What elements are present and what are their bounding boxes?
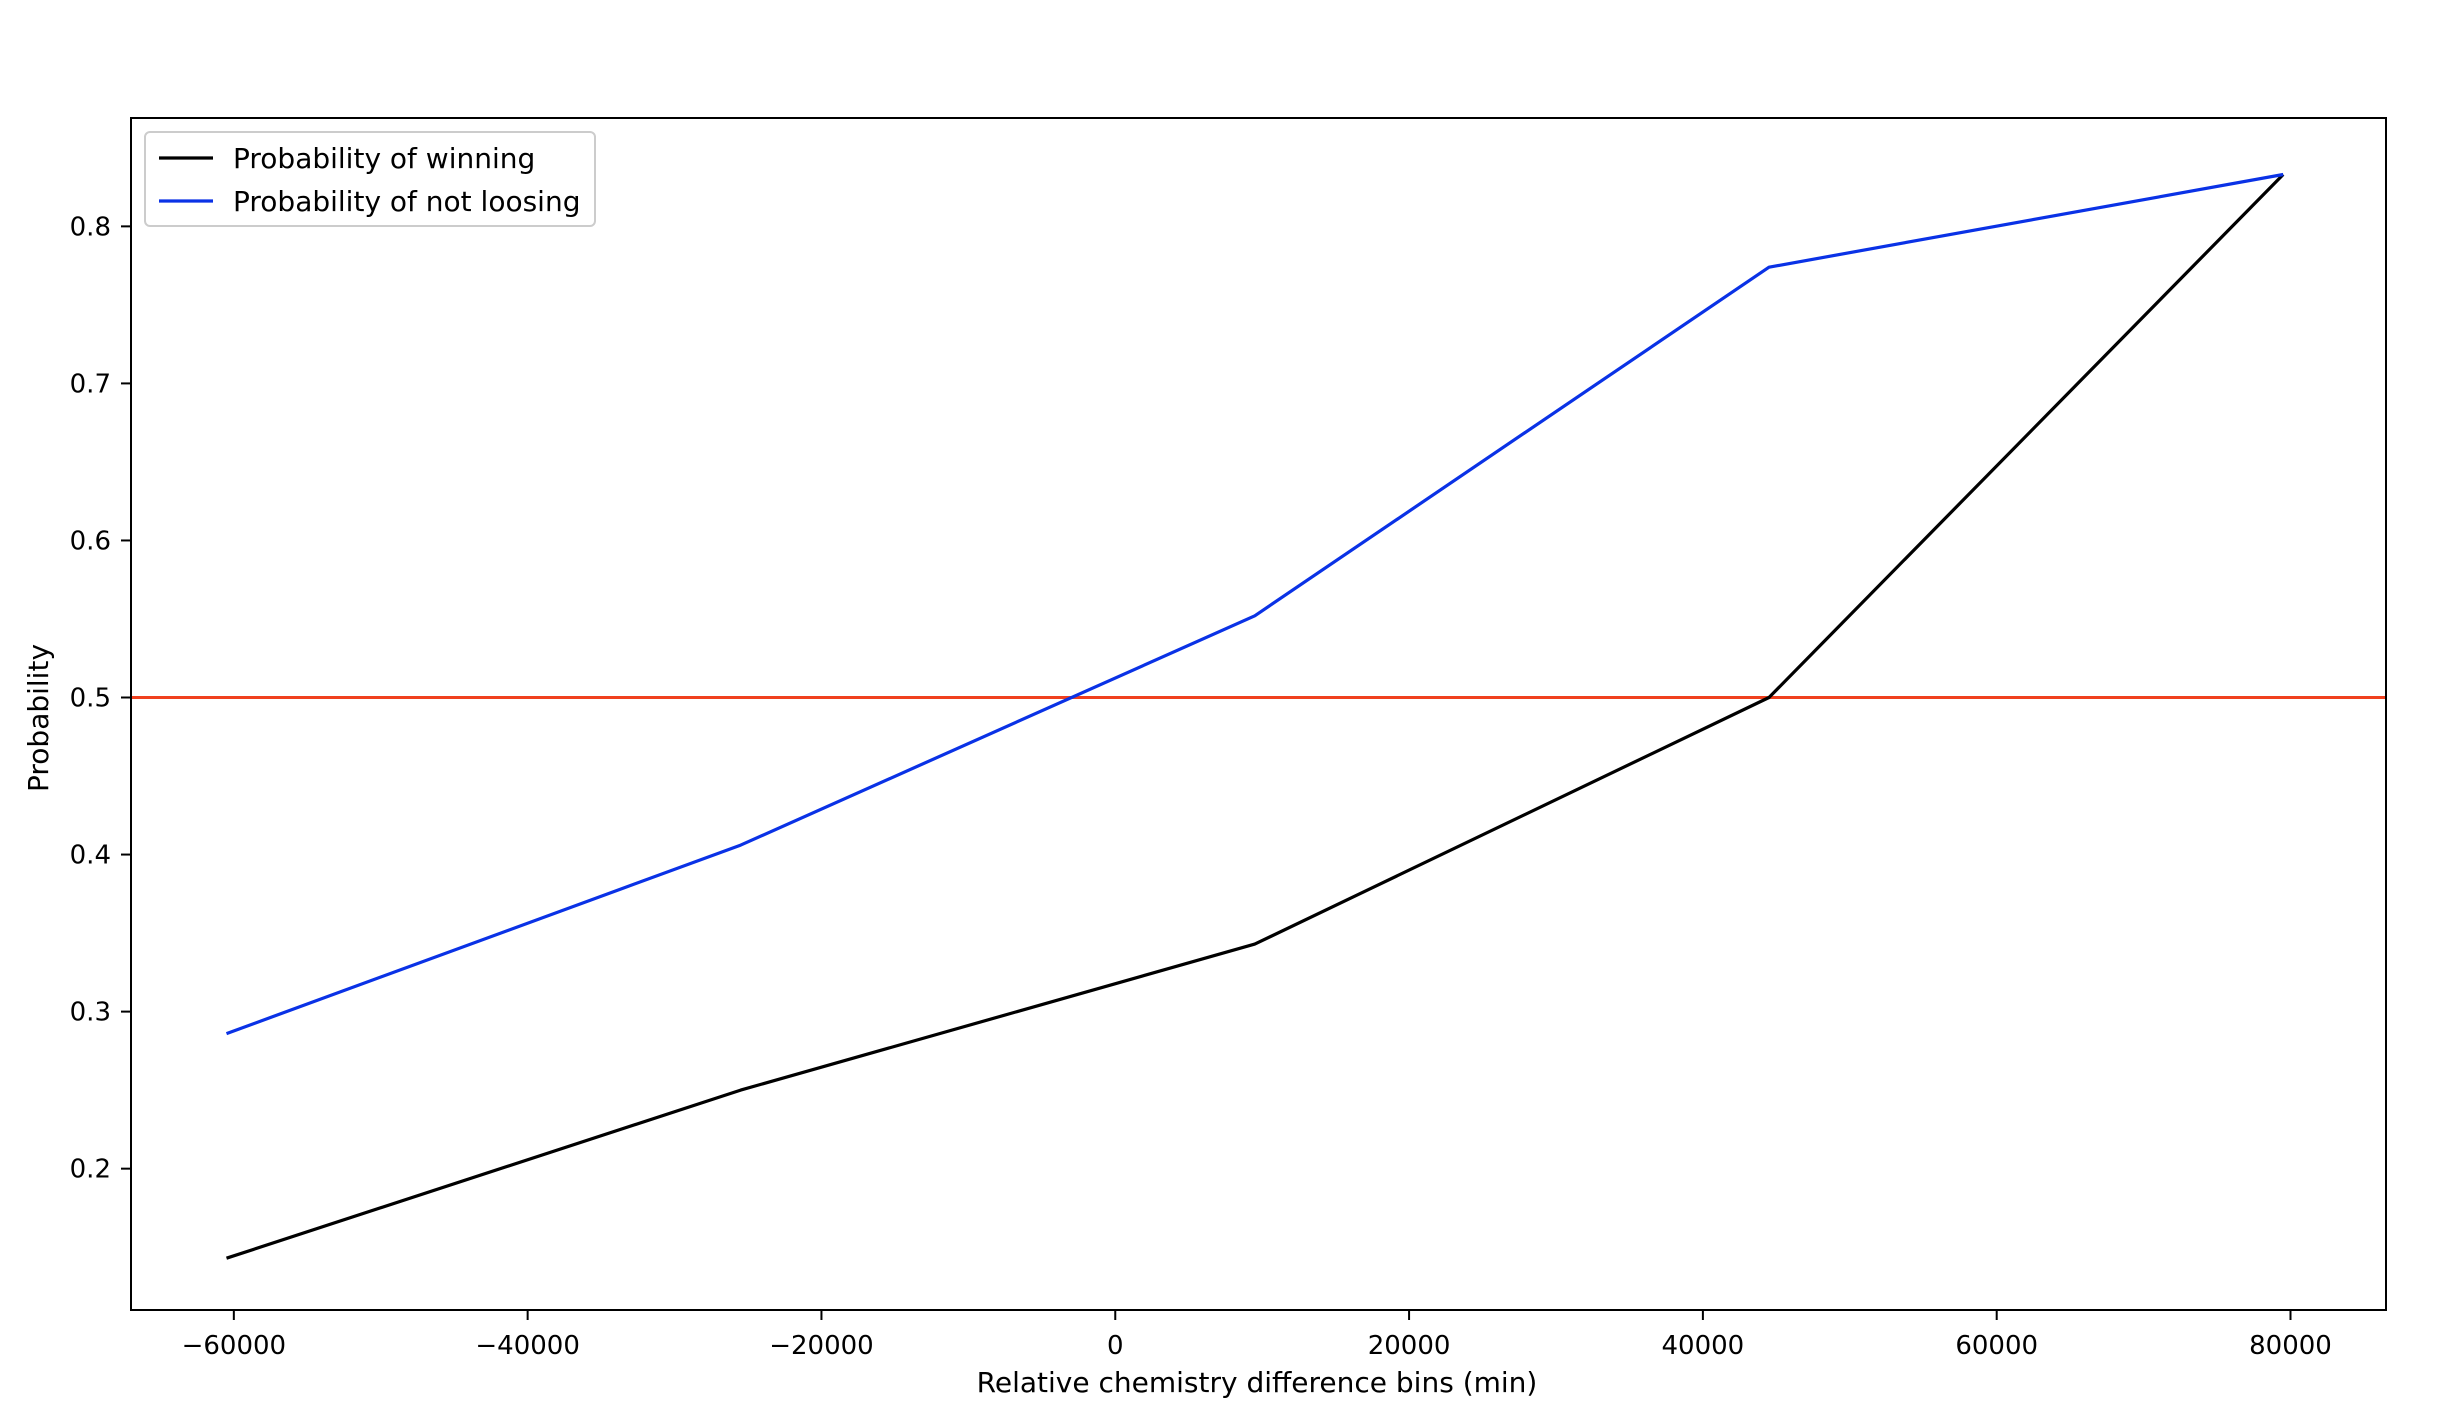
x-axis-label: Relative chemistry difference bins (min) bbox=[977, 1366, 1538, 1399]
y-tick-label: 0.5 bbox=[70, 684, 111, 714]
plot-frame bbox=[130, 117, 2387, 1311]
y-tick-label: 0.3 bbox=[70, 998, 111, 1028]
legend-label-2: Probability of not loosing bbox=[233, 185, 580, 218]
y-tick-label: 0.2 bbox=[70, 1155, 111, 1185]
x-tick-label: 60000 bbox=[1955, 1331, 2038, 1361]
y-tick-label: 0.6 bbox=[70, 526, 111, 556]
legend-box bbox=[144, 131, 596, 227]
y-tick-label: 0.7 bbox=[70, 369, 111, 399]
legend-label-1: Probability of winning bbox=[233, 142, 535, 175]
x-tick-label: 80000 bbox=[2249, 1331, 2332, 1361]
series-line-2 bbox=[225, 172, 2284, 1036]
x-tick-label: 20000 bbox=[1368, 1331, 1451, 1361]
y-axis-label: Probability bbox=[22, 644, 55, 792]
y-tick-label: 0.8 bbox=[70, 212, 111, 242]
plot-area bbox=[130, 117, 2387, 1311]
legend: Probability of winning Probability of not… bbox=[144, 131, 596, 227]
x-axis: −60000 −40000 −20000 0 20000 40000 60000 80000 bbox=[182, 1310, 2332, 1361]
y-axis: 0.2 0.3 0.4 0.5 0.6 0.7 0.8 bbox=[70, 212, 131, 1185]
x-tick-label: −40000 bbox=[475, 1331, 580, 1361]
x-tick-label: 0 bbox=[1107, 1331, 1124, 1361]
y-tick-label: 0.4 bbox=[70, 841, 111, 871]
x-tick-label: −20000 bbox=[769, 1331, 874, 1361]
x-tick-label: 40000 bbox=[1662, 1331, 1745, 1361]
series-line-1 bbox=[226, 173, 2285, 1260]
x-tick-label: −60000 bbox=[182, 1331, 287, 1361]
